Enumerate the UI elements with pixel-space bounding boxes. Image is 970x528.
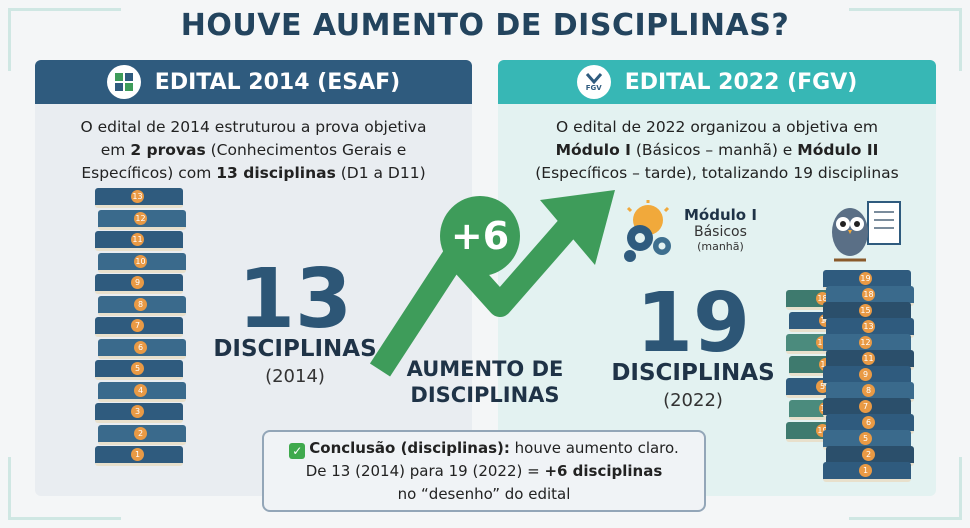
conclusion-line-1: ✓ Conclusão (disciplinas): houve aumento … [264, 437, 704, 460]
panel-2022-title: EDITAL 2022 (FGV) [624, 69, 858, 95]
increase-label-line: DISCIPLINAS [410, 383, 560, 407]
panel-2014-header: EDITAL 2014 (ESAF) [35, 60, 472, 104]
esaf-logo-icon [106, 65, 141, 99]
book: 4 [98, 381, 186, 402]
book-number-label: 19 [859, 272, 872, 285]
book: 7 [95, 317, 183, 337]
panel-2022-header: FGV EDITAL 2022 (FGV) [498, 60, 936, 104]
book-number-label: 10 [134, 254, 147, 268]
desc-line: O edital de 2014 estruturou a prova obje… [80, 118, 427, 136]
frame-corner-bottom-left [8, 457, 121, 520]
book-number-label: 5 [131, 362, 144, 375]
book-number-label: 8 [134, 297, 147, 311]
book: 13 [95, 188, 183, 208]
book-number-label: 6 [862, 416, 875, 429]
page-title: HOUVE AUMENTO DE DISCIPLINAS? [180, 8, 790, 43]
increase-label: AUMENTO DE DISCIPLINAS [385, 356, 585, 408]
book-number-label: 11 [862, 352, 875, 365]
book-number-label: 8 [862, 384, 875, 397]
count-2022-year: (2022) [663, 390, 723, 411]
book-number-label: 13 [862, 320, 875, 333]
panel-2014: EDITAL 2014 (ESAF) O edital de 2014 estr… [35, 60, 472, 496]
book-number-label: 6 [134, 340, 147, 354]
book: 2 [98, 424, 186, 445]
desc-line: em 2 provas (Conhecimentos Gerais e [100, 141, 407, 159]
book-number-label: 9 [131, 276, 144, 289]
count-2014-year: (2014) [265, 366, 325, 387]
book-number-label: 12 [134, 211, 147, 225]
panel-2014-title: EDITAL 2014 (ESAF) [154, 69, 401, 95]
book-number-label: 11 [131, 233, 144, 246]
book: 9 [95, 274, 183, 294]
fgv-logo-icon: FGV [576, 65, 611, 99]
book-number-label: 1 [131, 448, 144, 461]
book: 10 [98, 252, 186, 273]
book-number-label: 3 [131, 405, 144, 418]
book-number-label: 9 [859, 368, 872, 381]
count-2022-label: DISCIPLINAS [611, 360, 775, 386]
book: 12 [98, 209, 186, 230]
book-number-label: 4 [134, 383, 147, 397]
count-2014-label: DISCIPLINAS [213, 336, 377, 362]
book: 1 [95, 446, 183, 466]
book-stack-2014: 13 12 11 10 9 8 7 6 5 4 3 2 1 [95, 188, 190, 478]
module-1-label: Módulo I Básicos (manhã) [684, 206, 757, 253]
book-number-label: 18 [862, 288, 875, 301]
book-number-label: 2 [862, 448, 875, 461]
module-sub2: (manhã) [697, 240, 744, 253]
conclusion-line-3: no “desenho” do edital [397, 485, 571, 503]
panel-2022: FGV EDITAL 2022 (FGV) O edital de 2022 o… [498, 60, 936, 496]
book-number-label: 5 [859, 432, 872, 445]
book: 11 [95, 231, 183, 251]
increase-arrow-icon [360, 180, 620, 384]
book-number-label: 1 [859, 464, 872, 477]
frame-corner-top-left [8, 8, 121, 71]
panel-2014-description: O edital de 2014 estruturou a prova obje… [35, 116, 472, 185]
book: 3 [95, 403, 183, 423]
conclusion-box: ✓ Conclusão (disciplinas): houve aumento … [262, 430, 706, 512]
book-number-label: 7 [131, 319, 144, 332]
book: 5 [95, 360, 183, 380]
increase-badge: +6 [440, 196, 520, 276]
module-sub: Básicos [693, 224, 747, 240]
frame-corner-top-right [849, 8, 962, 71]
desc-line: Específicos) com 13 disciplinas (D1 a D1… [81, 164, 426, 182]
count-2022: 19 [635, 276, 751, 371]
desc-line: O edital de 2022 organizou a objetiva em [556, 118, 878, 136]
conclusion-line-2: De 13 (2014) para 19 (2022) = +6 discipl… [305, 462, 663, 480]
frame-corner-bottom-right [849, 457, 962, 520]
panel-2022-description: O edital de 2022 organizou a objetiva em… [498, 116, 936, 185]
book-stack-2022: 19 18 15 13 12 11 9 8 7 6 5 2 1 [823, 270, 915, 490]
gears-icon [618, 200, 680, 268]
module-title: Módulo I [684, 206, 757, 224]
increase-label-line: AUMENTO DE [406, 357, 564, 381]
book-number-label: 7 [859, 400, 872, 413]
book-number-label: 2 [134, 426, 147, 440]
desc-line: (Específicos – tarde), totalizando 19 di… [535, 164, 899, 182]
desc-line: Módulo I (Básicos – manhã) e Módulo II [555, 141, 879, 159]
count-2014: 13 [237, 252, 353, 347]
book-number-label: 15 [859, 304, 872, 317]
owl-icon [826, 198, 906, 266]
book-number-label: 12 [859, 336, 872, 349]
book: 8 [98, 295, 186, 316]
book-number-label: 18 [816, 292, 829, 305]
book: 1 [823, 462, 911, 482]
checkmark-icon: ✓ [289, 443, 306, 459]
book-number-label: 13 [131, 190, 144, 203]
book: 6 [98, 338, 186, 359]
